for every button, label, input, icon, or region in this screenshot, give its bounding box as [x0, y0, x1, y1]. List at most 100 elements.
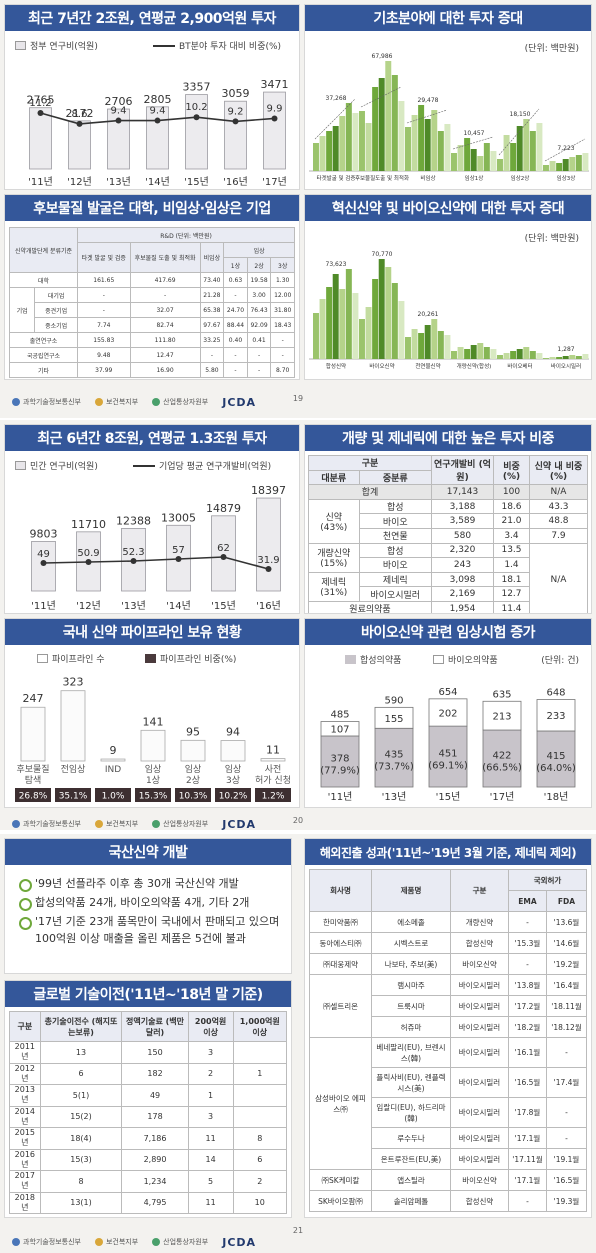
- clin-legend-a: 합성의약품: [345, 653, 401, 666]
- product-cell: 온트루잔트(EU,美): [371, 1148, 451, 1170]
- logo-msit-21: 과학기술정보통신부: [12, 1237, 81, 1247]
- ema-cell: -: [508, 911, 547, 933]
- bar-synthetic: [320, 735, 360, 788]
- major-pct: (15%): [320, 559, 348, 570]
- bar: [359, 319, 365, 359]
- bar: [365, 307, 372, 359]
- table-row: 개량신약 (15%) 합성 2,320 13.5 N/A: [308, 542, 588, 613]
- motie-icon: [152, 398, 161, 406]
- msit-icon: [12, 1238, 20, 1246]
- value-cell: 5: [187, 1170, 234, 1193]
- priv-legend-bar: 민간 연구비(억원): [15, 459, 98, 472]
- bar: [451, 351, 457, 359]
- inv-body: 합계 17,143 100 N/A 신약 (43%) 합성 3,188 18.6 43.3 바이오 3…: [308, 484, 588, 613]
- synthetic-value-label: 435: [384, 750, 403, 761]
- value-cell: 5(1): [39, 1084, 123, 1107]
- row-subgroup: 중소기업: [34, 317, 79, 333]
- value-cell: 8: [232, 1127, 288, 1150]
- table-row: 중소기업 7.74 82.74 97.67 88.44 92.09 18.43: [10, 317, 295, 333]
- bar: [490, 151, 497, 171]
- bar-value-label: 7,223: [557, 145, 574, 152]
- value-cell: 97.67: [199, 317, 225, 333]
- x-tick-label: '15년: [436, 791, 461, 803]
- raw-share: 11.4: [493, 600, 530, 613]
- th-t0: 구분: [9, 1011, 41, 1042]
- value-cell: 2,890: [121, 1148, 189, 1171]
- bar: [424, 119, 431, 171]
- share-value: 13.5: [493, 542, 530, 559]
- bar: [556, 357, 563, 359]
- bar: [345, 103, 352, 171]
- bar-value-label: 11: [266, 744, 280, 757]
- table-row: 2017년 8 1,234 5 2: [9, 1170, 288, 1193]
- ema-cell: '17.1월: [508, 1127, 547, 1149]
- bar-value-label: 11710: [71, 518, 106, 531]
- inv-share-title: 개량 및 제네릭에 대한 높은 투자 비중: [305, 425, 591, 451]
- synthetic-value-label: 415: [546, 751, 565, 762]
- th-col-3: 임상: [223, 242, 295, 258]
- table-row: 국공립연구소 9.48 12.47- - - -: [8, 347, 295, 363]
- fda-cell: '19.1월: [546, 1148, 587, 1170]
- bar: [477, 343, 484, 359]
- type-cell: 개량신약: [450, 911, 509, 933]
- ema-cell: '17.11월: [508, 1148, 547, 1170]
- value-cell: 8.70: [270, 362, 295, 378]
- bar: [464, 349, 471, 359]
- x-tick-label: 타겟발굴 및 검증: [317, 174, 356, 182]
- logo-motie: 산업통상자원부: [152, 397, 208, 407]
- bar-value-label: 2706: [105, 95, 133, 108]
- value-cell: 88.44: [223, 317, 248, 333]
- org3-label: 산업통상자원부: [163, 398, 209, 406]
- value-cell: 76.43: [246, 302, 272, 318]
- minor-category: 합성: [358, 542, 433, 559]
- bar: [372, 87, 379, 171]
- x-tick-label: 후보물질 탐색: [16, 763, 49, 786]
- share-badge-label: 1.0%: [102, 792, 125, 802]
- bar-value-label: 10,457: [464, 130, 485, 137]
- bar-bio: [536, 699, 576, 732]
- th-t1: 총기술이전수 (해지또는보류): [39, 1011, 123, 1042]
- bar: [29, 107, 52, 170]
- type-cell: 바이오시밀러: [450, 1067, 509, 1098]
- bar: [146, 106, 169, 170]
- clinical-title: 바이오신약 관련 임상시험 증가: [305, 619, 591, 645]
- bar-value-label: 67,986: [372, 53, 393, 60]
- value-cell: 11: [187, 1191, 234, 1214]
- value-cell: 1,234: [121, 1170, 189, 1193]
- bar: [352, 293, 359, 359]
- candidate-table: 신약개발단계 분류기준 R&D (단위: 백만원) 타겟 발굴 및 검증 후보물…: [8, 227, 295, 378]
- trend-line: [314, 98, 356, 140]
- th-t2: 정액기술료 (백만달러): [121, 1011, 189, 1042]
- trend-line: [452, 136, 494, 150]
- company-cell: ㈜대웅제약: [309, 953, 372, 975]
- bar: [31, 541, 56, 592]
- bio-unit: (단위: 백만원): [524, 234, 579, 244]
- overseas-panel: 해외진출 성과('11년~'19년 3월 기준, 제네릭 제외) 회사명 제품명…: [304, 838, 592, 1218]
- value-cell: 0.40: [223, 332, 248, 348]
- bar-value-label: 247: [23, 692, 44, 705]
- bar: [391, 283, 398, 359]
- fda-cell: '19.2월: [546, 953, 587, 975]
- th-gubun: 구분: [308, 455, 432, 471]
- priv-rnd-title: 최근 6년간 8조원, 연평균 1.3조원 투자: [5, 425, 299, 451]
- pipeline-chart: 247 후보물질 탐색 26.8% 323 전임상 35.1% 9 IND 1.0% 141 임상 1상…: [15, 676, 291, 802]
- rnd-value: 2,320: [431, 542, 494, 559]
- logo-mohw: 보건복지부: [94, 397, 138, 407]
- minor-category: 바이오시밀러: [358, 586, 433, 602]
- line-point: [85, 559, 92, 565]
- th-unit: R&D (단위: 백만원): [77, 227, 295, 243]
- bar: [569, 157, 576, 171]
- x-tick-label: '16년: [256, 600, 281, 612]
- x-tick-label: 합성신약: [326, 362, 346, 370]
- total-value-label: 590: [384, 695, 403, 706]
- product-cell: 나보타, 주보(美): [371, 953, 451, 975]
- mohw-icon: [94, 1238, 103, 1246]
- value-cell: 150: [121, 1041, 189, 1064]
- bar: [339, 289, 346, 359]
- share-value: 12.7: [493, 586, 530, 602]
- line-value-label: 9.2: [228, 106, 244, 117]
- logo-jcda-20: JCDA: [222, 817, 257, 831]
- x-tick-label: 바이오신약: [369, 362, 394, 370]
